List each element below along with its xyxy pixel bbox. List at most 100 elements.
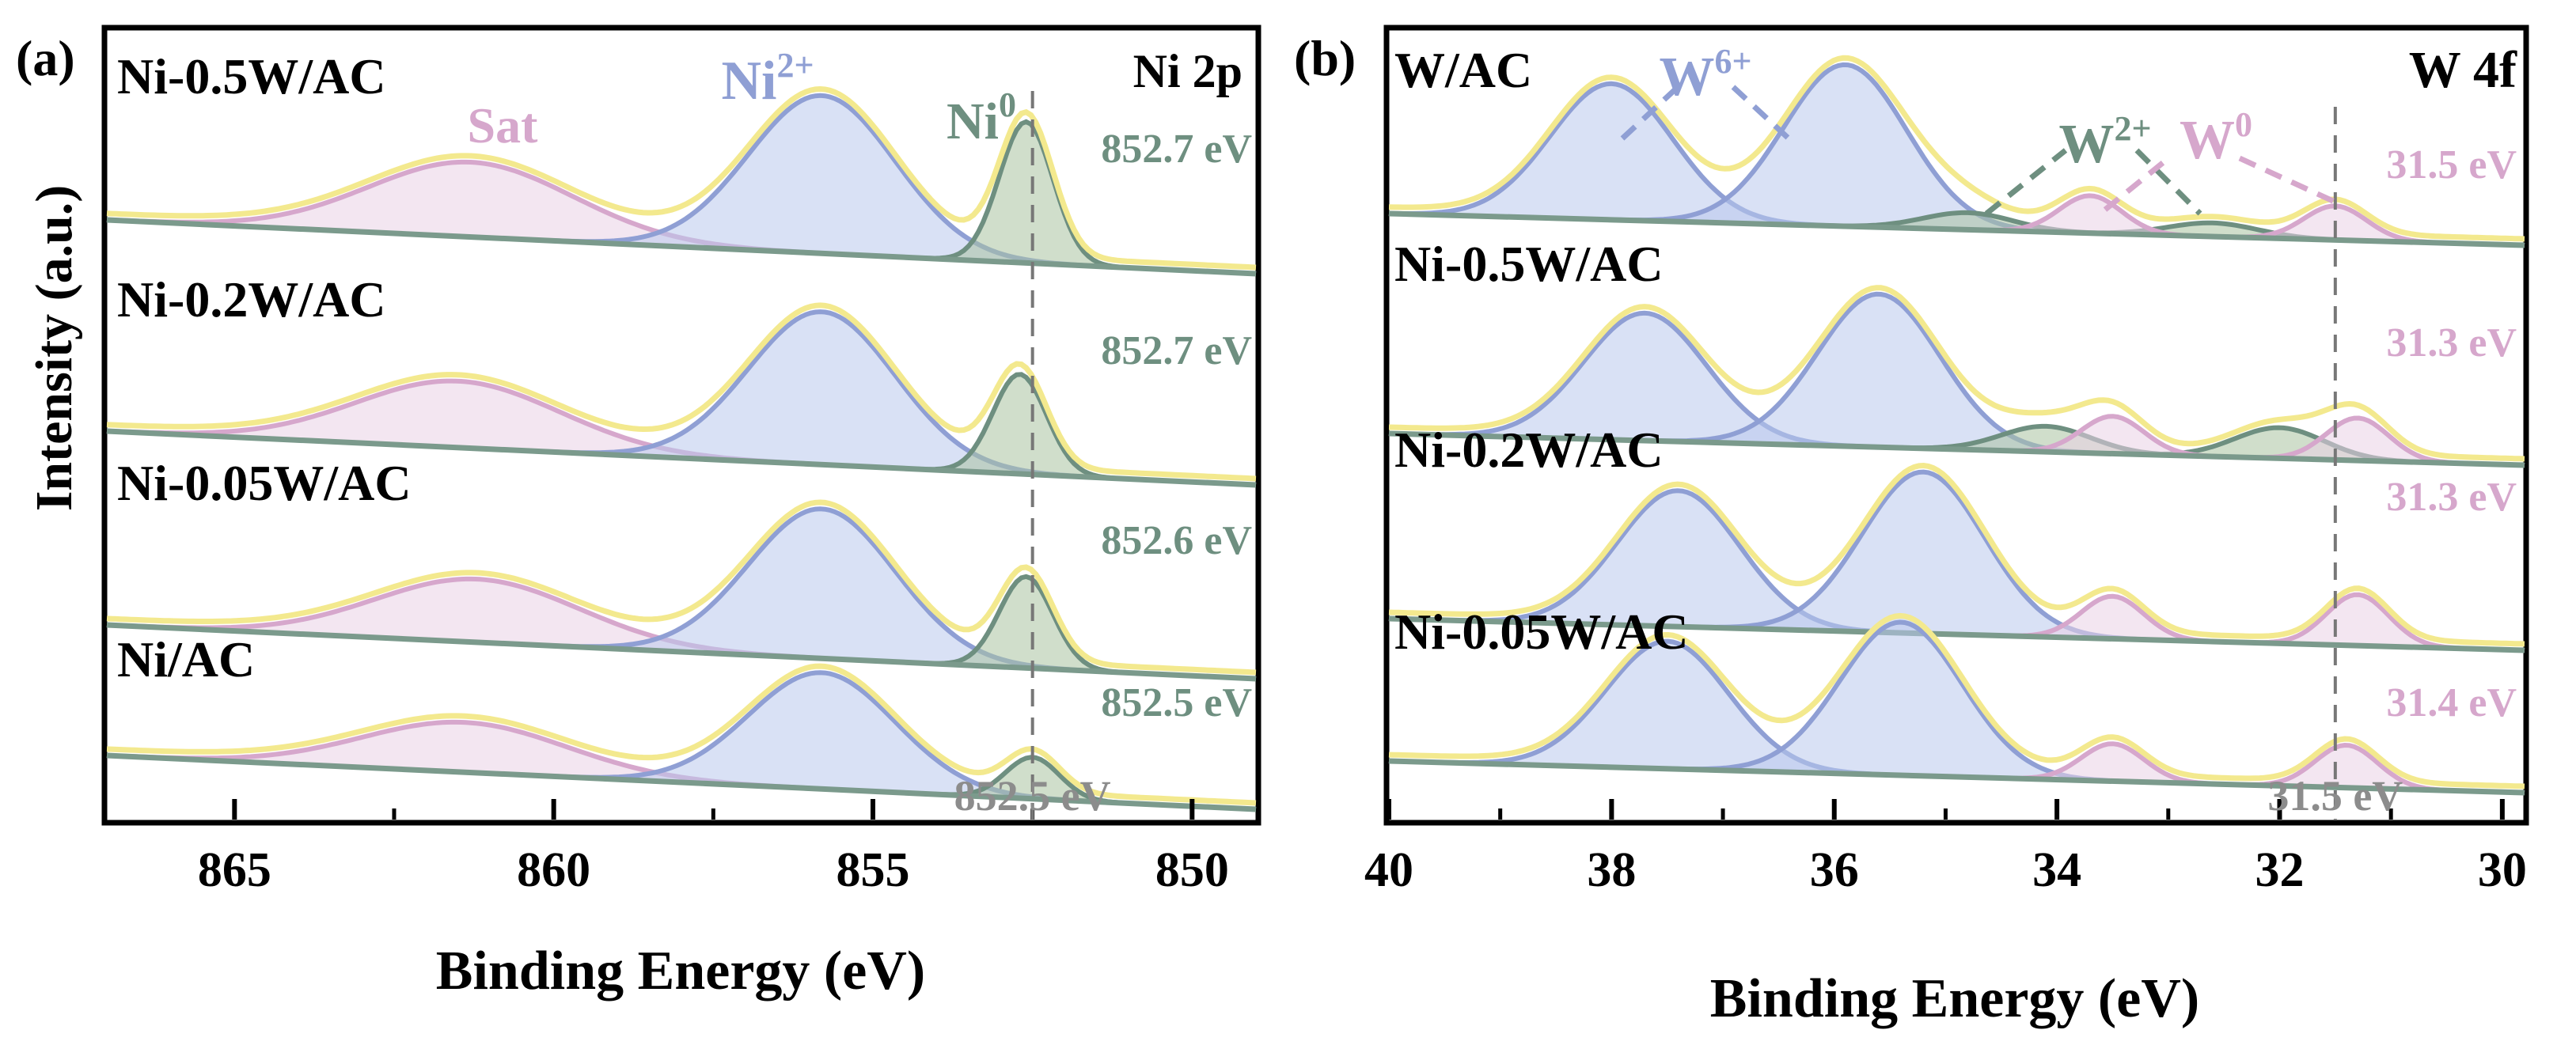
component-fill-ni2 [107, 509, 1256, 679]
legend-w0-sup: 0 [2235, 105, 2252, 144]
legend-ni0-sup: 0 [999, 85, 1016, 124]
peak-position-label: 852.7 eV [1101, 328, 1252, 373]
panel-a-ni2p: (a) Ni 2p 865 860 855 850 852.5 eV Ni-0.5W/… [16, 25, 1261, 1002]
panel-b-title: W 4f [2409, 41, 2517, 99]
component-fill-w6 [1389, 490, 2525, 650]
component-fill-sat [107, 381, 1256, 485]
envelope-line [106, 85, 1257, 271]
legend-ni2: Ni2+ [721, 46, 814, 112]
legend-ni2-sup: 2+ [776, 46, 814, 85]
legend-w0-base: W [2180, 110, 2235, 171]
panel-b-sample-names: W/AC Ni-0.5W/AC Ni-0.2W/AC Ni-0.05W/AC [1394, 42, 1689, 660]
component-fill-ni2 [107, 312, 1256, 485]
legend-w2: W2+ [2058, 109, 2151, 175]
sample-name: W/AC [1394, 42, 1532, 98]
component-fill-w6 [1389, 83, 2525, 245]
panel-b-reference-label: 31.5 eV [2267, 772, 2403, 820]
component-fill-sat [107, 161, 1256, 274]
background-line [106, 622, 1257, 682]
panel-b-x-ticks: 40 38 36 34 32 30 [1364, 799, 2527, 897]
sample-name: Ni/AC [117, 631, 255, 687]
spectrum-a-3 [106, 663, 1257, 812]
legend-w2-sup: 2+ [2114, 109, 2151, 148]
peak-position-label: 31.5 eV [2386, 142, 2517, 187]
peak-position-label: 31.3 eV [2386, 320, 2517, 365]
component-fill-ni0 [107, 576, 1256, 679]
background-line [106, 217, 1257, 277]
spectrum-b-0 [1388, 55, 2525, 248]
sample-name: Ni-0.2W/AC [117, 271, 386, 328]
legend-ni2-base: Ni [721, 51, 776, 112]
panel-b-frame [1383, 25, 2529, 826]
legend-w6: W6+ [1659, 42, 1751, 108]
background-line [1388, 758, 2525, 796]
component-fill-sat [107, 578, 1256, 679]
legend-w6-sup: 6+ [1714, 42, 1751, 81]
spectrum-a-2 [106, 499, 1257, 682]
legend-callouts [1620, 85, 2336, 216]
envelope-line [106, 663, 1257, 806]
x-tick-label: 36 [1810, 843, 1859, 897]
panel-b-peak-labels: 31.5 eV 31.3 eV 31.3 eV 31.4 eV [2386, 142, 2517, 725]
envelope-line [106, 302, 1257, 482]
component-fill-w6 [1389, 64, 2525, 246]
legend-w2-base: W [2058, 114, 2114, 175]
component-fill-ni2 [107, 95, 1256, 274]
component-line-ni0 [106, 119, 1257, 276]
x-tick-label: 855 [837, 843, 910, 897]
legend-ni0: Ni0 [947, 85, 1016, 150]
panel-a-peak-labels: 852.7 eV 852.7 eV 852.6 eV 852.5 eV [1101, 127, 1252, 725]
x-tick-label: 30 [2478, 843, 2527, 897]
background-line [1388, 615, 2525, 653]
sample-name: Ni-0.05W/AC [1394, 604, 1689, 660]
panel-a-x-label: Binding Energy (eV) [436, 941, 925, 1002]
component-fill-sat [107, 721, 1256, 809]
x-tick-label: 850 [1155, 843, 1229, 897]
sample-name: Ni-0.5W/AC [117, 48, 386, 104]
component-fill-ni0 [107, 121, 1256, 274]
sample-name: Ni-0.05W/AC [117, 455, 412, 511]
y-axis-label: Intensity (a.u.) [25, 185, 83, 512]
panel-a-reference-label: 852.5 eV [954, 772, 1111, 820]
panel-b-label: (b) [1294, 30, 1356, 86]
peak-position-label: 852.5 eV [1101, 680, 1252, 725]
w6-callout [1620, 85, 1791, 141]
legend-w6-base: W [1659, 47, 1714, 108]
spectrum-a-1 [106, 302, 1257, 488]
envelope-line [106, 499, 1257, 676]
spectrum-a-0 [106, 85, 1257, 277]
component-fill-w6 [1389, 622, 2525, 793]
component-fill-w6 [1389, 312, 2525, 465]
peak-position-label: 852.6 eV [1101, 518, 1252, 563]
x-tick-label: 40 [1364, 843, 1413, 897]
peak-position-label: 31.4 eV [2386, 680, 2517, 725]
x-tick-label: 860 [517, 843, 590, 897]
panel-b-w4f: (b) W 4f 40 38 36 34 32 30 31.5 eV W/AC Ni-0.5… [1294, 25, 2529, 1029]
x-tick-label: 865 [198, 843, 271, 897]
legend-w0: W0 [2180, 105, 2252, 171]
x-tick-label: 32 [2255, 843, 2304, 897]
w0-callout [2103, 155, 2336, 212]
peak-position-label: 852.7 eV [1101, 127, 1252, 172]
component-fill-w6 [1389, 293, 2525, 465]
w2-callout [1984, 148, 2202, 216]
x-tick-label: 34 [2032, 843, 2081, 897]
background-line [1388, 210, 2525, 248]
panel-a-label: (a) [16, 30, 75, 86]
panel-a-title: Ni 2p [1133, 45, 1242, 97]
sample-name: Ni-0.5W/AC [1394, 236, 1664, 292]
component-fill-w6 [1389, 641, 2525, 793]
peak-position-label: 31.3 eV [2386, 475, 2517, 520]
background-line [106, 752, 1257, 812]
panel-a-sample-names: Ni-0.5W/AC Ni-0.2W/AC Ni-0.05W/AC Ni/AC [117, 48, 412, 687]
sample-name: Ni-0.2W/AC [1394, 422, 1664, 478]
component-fill-w6 [1389, 471, 2525, 650]
panel-b-x-label: Binding Energy (eV) [1710, 968, 2199, 1029]
panel-a-spectra [106, 85, 1257, 812]
legend-ni0-base: Ni [947, 93, 999, 150]
background-line [106, 428, 1257, 488]
panel-a-x-ticks: 865 860 855 850 [198, 799, 1229, 897]
panel-a-frame [101, 25, 1261, 826]
legend-sat: Sat [468, 97, 539, 153]
